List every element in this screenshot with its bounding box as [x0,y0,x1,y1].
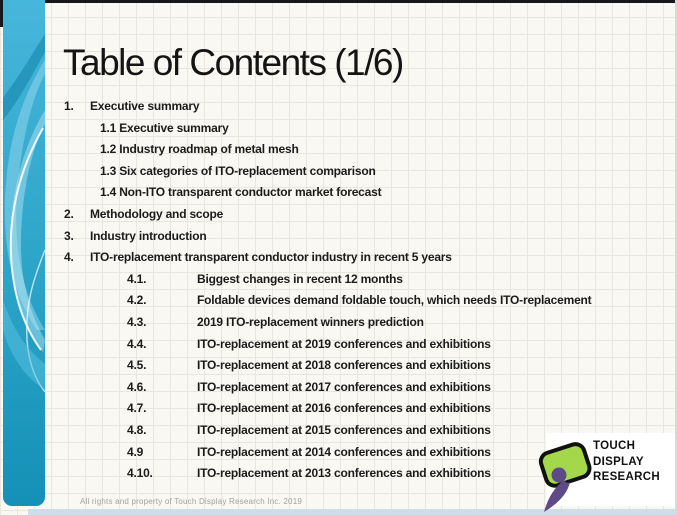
toc-item: 4.7. ITO-replacement at 2016 conferences … [0,398,675,420]
logo-text: TOUCH DISPLAY RESEARCH [593,439,660,486]
logo-line-3: RESEARCH [593,471,660,483]
toc-item-label: ITO-replacement at 2018 conferences and … [197,358,491,373]
toc-item: 4.10. ITO-replacement at 2013 conferences… [0,463,675,485]
logo-line-1: TOUCH [593,440,636,452]
page-title: Table of Contents (1/6) [63,42,404,83]
toc-item-number: 4.3. [127,314,147,329]
toc-item: 1.1 Executive summary [0,118,675,140]
toc-item-label: Industry introduction [90,228,207,243]
bottom-accent-strip [28,509,675,515]
ribbon-wave-graphic [3,0,45,506]
toc-item: 4.4. ITO-replacement at 2019 conferences … [0,334,675,356]
toc-item: 4.6. ITO-replacement at 2017 conferences … [0,377,675,399]
toc-item-label: Executive summary [90,99,200,113]
toc-item-label: ITO-replacement at 2014 conferences and … [197,444,491,459]
toc-item-label: ITO-replacement at 2017 conferences and … [197,379,491,394]
toc-item: 1.3 Six categories of ITO-replacement co… [0,161,675,183]
toc-item-label: ITO-replacement at 2013 conferences and … [197,466,491,481]
toc-item: 1.2 Industry roadmap of metal mesh [0,139,675,161]
copyright-footer: All rights and property of Touch Display… [80,497,302,506]
company-logo: TOUCH DISPLAY RESEARCH [538,433,675,512]
toc-item-number: 4.1. [127,271,147,286]
toc-item-label: ITO-replacement transparent conductor in… [90,250,452,265]
toc-item: 1. Executive summary [0,96,675,118]
toc-item-label: 1.3 Six categories of ITO-replacement co… [100,163,376,178]
toc-item-number: 4.9 [127,444,144,459]
toc-item-label: 1.1 Executive summary [100,120,229,135]
toc-item-label: 1.2 Industry roadmap of metal mesh [100,142,299,157]
toc-item-label: Foldable devices demand foldable touch, … [197,293,592,308]
toc-item: 4.9 ITO-replacement at 2014 conferences a… [0,442,675,464]
toc-item: 4.2. Foldable devices demand foldable tou… [0,290,675,312]
table-of-contents: 1. Executive summary 1.1 Executive summar… [0,96,675,485]
toc-item-label: Methodology and scope [90,206,224,221]
toc-item: 4. ITO-replacement transparent conductor … [0,247,675,269]
top-border-line [8,0,675,3]
toc-item-label: ITO-replacement at 2019 conferences and … [197,336,491,351]
toc-item: 3. Industry introduction [0,226,675,248]
toc-item-label: 1.4 Non-ITO transparent conductor market… [100,185,382,200]
toc-item-number: 4.4. [127,336,147,351]
toc-item-label: 2019 ITO-replacement winners prediction [197,314,424,329]
toc-item-number: 1. [64,99,74,113]
touch-display-research-logo-icon [538,436,594,515]
toc-item-number: 4.2. [127,293,147,308]
toc-item: 4.1. Biggest changes in recent 12 months [0,269,675,291]
toc-item: 4.5. ITO-replacement at 2018 conferences … [0,355,675,377]
toc-item-label: ITO-replacement at 2015 conferences and … [197,422,491,437]
toc-item-number: 3. [64,228,74,243]
toc-item: 1.4 Non-ITO transparent conductor market… [0,182,675,204]
toc-item-number: 4.7. [127,401,147,416]
toc-item-number: 4. [64,250,74,265]
toc-item: 4.3. 2019 ITO-replacement winners predict… [0,312,675,334]
toc-item-label: Biggest changes in recent 12 months [197,271,403,286]
logo-line-2: DISPLAY [593,455,644,468]
toc-item-number: 4.5. [127,358,147,373]
toc-item-number: 4.8. [127,422,147,437]
toc-item-number: 2. [64,206,74,221]
toc-item-number: 4.6. [127,379,147,394]
toc-item-label: ITO-replacement at 2016 conferences and … [197,401,491,416]
decorative-ribbon [3,0,45,506]
toc-item: 2. Methodology and scope [0,204,675,226]
toc-item: 4.8. ITO-replacement at 2015 conferences … [0,420,675,442]
toc-item-number: 4.10. [127,466,153,481]
